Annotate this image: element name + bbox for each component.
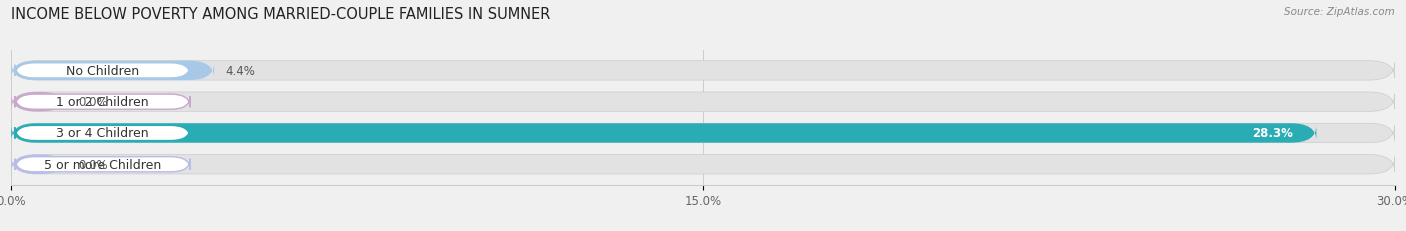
FancyBboxPatch shape — [11, 155, 1395, 174]
Text: 3 or 4 Children: 3 or 4 Children — [56, 127, 149, 140]
FancyBboxPatch shape — [15, 157, 190, 172]
Text: 1 or 2 Children: 1 or 2 Children — [56, 96, 149, 109]
Text: 0.0%: 0.0% — [79, 96, 108, 109]
Text: INCOME BELOW POVERTY AMONG MARRIED-COUPLE FAMILIES IN SUMNER: INCOME BELOW POVERTY AMONG MARRIED-COUPL… — [11, 7, 551, 22]
FancyBboxPatch shape — [11, 93, 1395, 112]
Text: 4.4%: 4.4% — [226, 65, 256, 78]
Text: Source: ZipAtlas.com: Source: ZipAtlas.com — [1284, 7, 1395, 17]
FancyBboxPatch shape — [11, 93, 66, 112]
FancyBboxPatch shape — [15, 95, 190, 110]
FancyBboxPatch shape — [11, 61, 214, 81]
FancyBboxPatch shape — [11, 124, 1395, 143]
FancyBboxPatch shape — [11, 61, 1395, 81]
FancyBboxPatch shape — [11, 155, 66, 174]
FancyBboxPatch shape — [15, 64, 190, 79]
Text: 0.0%: 0.0% — [79, 158, 108, 171]
Text: No Children: No Children — [66, 65, 139, 78]
Text: 28.3%: 28.3% — [1253, 127, 1294, 140]
FancyBboxPatch shape — [15, 126, 190, 141]
FancyBboxPatch shape — [11, 124, 1316, 143]
Text: 5 or more Children: 5 or more Children — [44, 158, 162, 171]
